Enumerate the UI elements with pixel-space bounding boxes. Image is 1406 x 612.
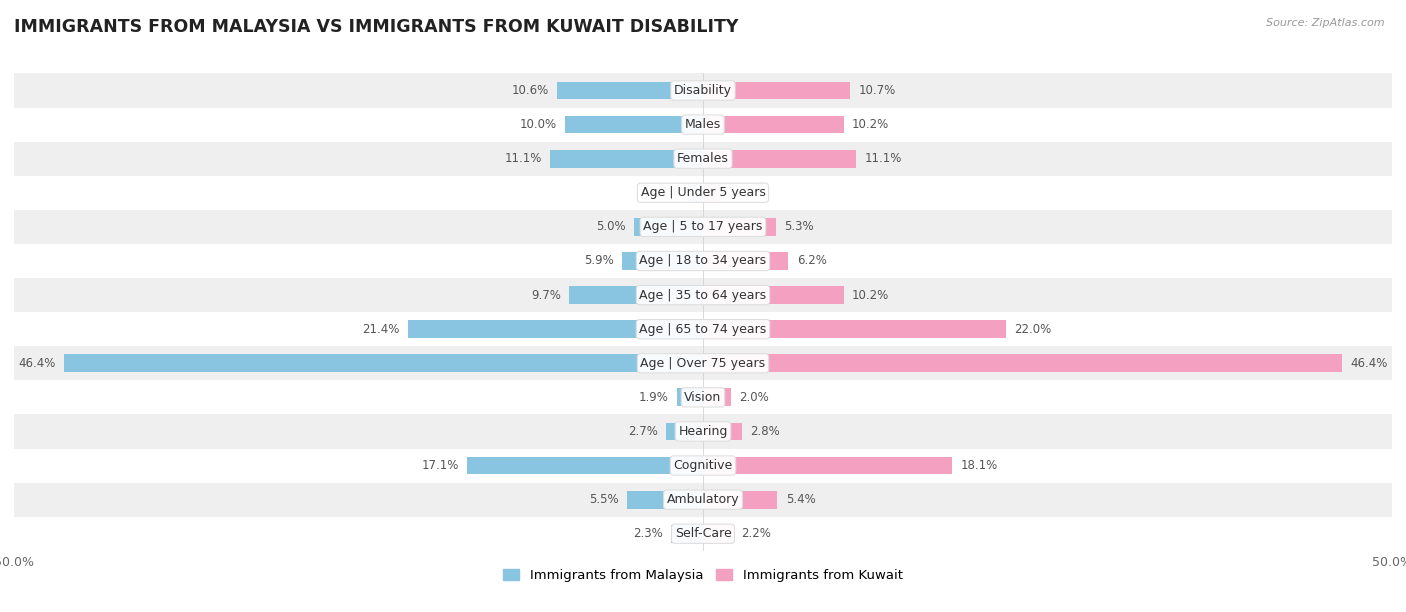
Bar <box>703 491 778 509</box>
Bar <box>467 457 703 474</box>
Text: 10.2%: 10.2% <box>852 118 889 131</box>
Text: 46.4%: 46.4% <box>1351 357 1388 370</box>
Bar <box>408 320 703 338</box>
Text: Source: ZipAtlas.com: Source: ZipAtlas.com <box>1267 18 1385 28</box>
Text: 10.6%: 10.6% <box>512 84 548 97</box>
Bar <box>63 354 703 372</box>
Text: Age | 18 to 34 years: Age | 18 to 34 years <box>640 255 766 267</box>
Text: 1.2%: 1.2% <box>728 186 758 200</box>
Bar <box>703 150 856 168</box>
Bar <box>703 218 776 236</box>
Text: 5.5%: 5.5% <box>589 493 619 506</box>
Text: 46.4%: 46.4% <box>18 357 55 370</box>
Text: 10.7%: 10.7% <box>859 84 896 97</box>
Bar <box>14 210 1392 244</box>
Bar <box>14 244 1392 278</box>
Bar <box>14 449 1392 483</box>
Text: Age | Under 5 years: Age | Under 5 years <box>641 186 765 200</box>
Bar <box>703 116 844 133</box>
Bar <box>703 525 734 543</box>
Bar <box>627 491 703 509</box>
Bar <box>671 525 703 543</box>
Text: 10.0%: 10.0% <box>520 118 557 131</box>
Text: Hearing: Hearing <box>678 425 728 438</box>
Text: Ambulatory: Ambulatory <box>666 493 740 506</box>
Bar <box>14 141 1392 176</box>
Text: Age | 65 to 74 years: Age | 65 to 74 years <box>640 323 766 335</box>
Bar <box>550 150 703 168</box>
Bar <box>703 286 844 304</box>
Bar <box>557 81 703 99</box>
Bar <box>703 81 851 99</box>
Bar <box>634 218 703 236</box>
Text: 11.1%: 11.1% <box>505 152 541 165</box>
Bar <box>676 389 703 406</box>
Bar <box>14 346 1392 380</box>
Bar <box>14 73 1392 108</box>
Bar <box>569 286 703 304</box>
Text: 18.1%: 18.1% <box>960 459 998 472</box>
Text: 5.3%: 5.3% <box>785 220 814 233</box>
Bar <box>703 354 1343 372</box>
Bar <box>14 278 1392 312</box>
Text: 9.7%: 9.7% <box>531 289 561 302</box>
Text: Cognitive: Cognitive <box>673 459 733 472</box>
Text: 5.0%: 5.0% <box>596 220 626 233</box>
Bar <box>565 116 703 133</box>
Text: Vision: Vision <box>685 391 721 404</box>
Legend: Immigrants from Malaysia, Immigrants from Kuwait: Immigrants from Malaysia, Immigrants fro… <box>498 564 908 587</box>
Text: Females: Females <box>678 152 728 165</box>
Text: 1.9%: 1.9% <box>638 391 669 404</box>
Text: Age | 5 to 17 years: Age | 5 to 17 years <box>644 220 762 233</box>
Text: Disability: Disability <box>673 84 733 97</box>
Bar <box>703 457 952 474</box>
Text: 5.4%: 5.4% <box>786 493 815 506</box>
Text: 6.2%: 6.2% <box>797 255 827 267</box>
Bar <box>14 312 1392 346</box>
Text: Self-Care: Self-Care <box>675 528 731 540</box>
Bar <box>703 389 731 406</box>
Text: 11.1%: 11.1% <box>865 152 901 165</box>
Text: 21.4%: 21.4% <box>363 323 399 335</box>
Text: 5.9%: 5.9% <box>583 255 613 267</box>
Bar <box>14 108 1392 141</box>
Text: 2.0%: 2.0% <box>738 391 769 404</box>
Bar <box>703 184 720 201</box>
Bar <box>621 252 703 270</box>
Bar <box>703 423 741 440</box>
Bar <box>14 517 1392 551</box>
Bar <box>14 380 1392 414</box>
Bar <box>688 184 703 201</box>
Bar <box>14 176 1392 210</box>
Text: 2.7%: 2.7% <box>627 425 658 438</box>
Bar <box>666 423 703 440</box>
Text: Males: Males <box>685 118 721 131</box>
Text: 10.2%: 10.2% <box>852 289 889 302</box>
Text: 1.1%: 1.1% <box>650 186 679 200</box>
Text: 17.1%: 17.1% <box>422 459 460 472</box>
Bar <box>703 320 1007 338</box>
Bar <box>14 483 1392 517</box>
Text: IMMIGRANTS FROM MALAYSIA VS IMMIGRANTS FROM KUWAIT DISABILITY: IMMIGRANTS FROM MALAYSIA VS IMMIGRANTS F… <box>14 18 738 36</box>
Text: Age | Over 75 years: Age | Over 75 years <box>641 357 765 370</box>
Text: 2.8%: 2.8% <box>749 425 779 438</box>
Text: 2.3%: 2.3% <box>633 528 664 540</box>
Text: 22.0%: 22.0% <box>1014 323 1052 335</box>
Text: 2.2%: 2.2% <box>741 528 772 540</box>
Bar <box>703 252 789 270</box>
Text: Age | 35 to 64 years: Age | 35 to 64 years <box>640 289 766 302</box>
Bar <box>14 414 1392 449</box>
